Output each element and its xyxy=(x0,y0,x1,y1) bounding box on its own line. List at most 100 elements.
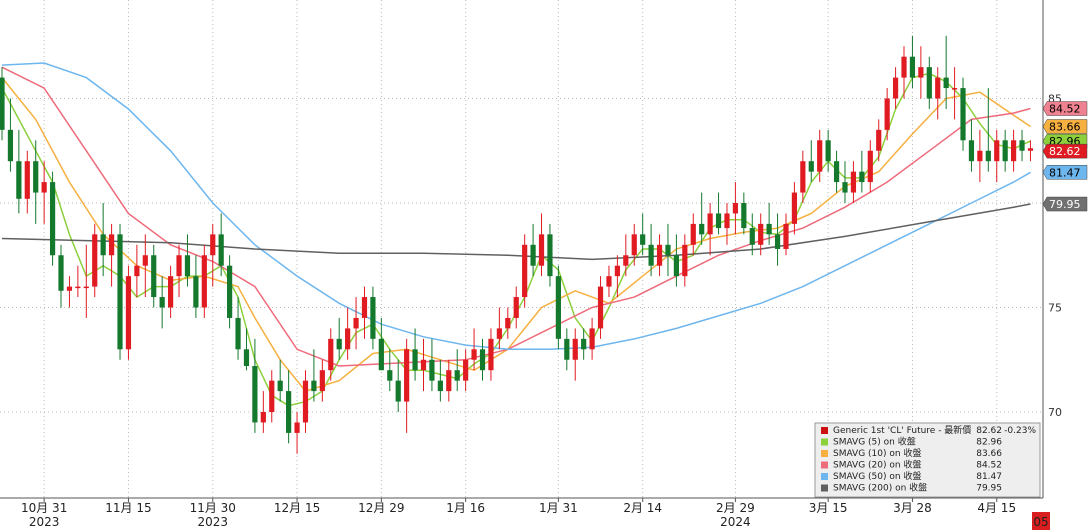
legend-swatch xyxy=(821,427,828,434)
candle-body xyxy=(741,203,747,229)
candle-body xyxy=(985,150,991,162)
legend-value: 83.66 xyxy=(976,449,1002,459)
candle-body xyxy=(479,349,486,371)
price-tag-label: 79.95 xyxy=(1049,198,1081,211)
candle-body xyxy=(108,234,115,256)
candle-body xyxy=(420,359,427,371)
candle-body xyxy=(49,182,56,256)
candle-body xyxy=(277,380,283,392)
candle-body xyxy=(463,359,469,381)
price-tag-label: 81.47 xyxy=(1049,166,1081,179)
candle-body xyxy=(83,286,89,289)
candle-body xyxy=(918,67,924,78)
candle-body xyxy=(951,88,958,90)
x-tick-label: 2月 29 xyxy=(716,501,755,515)
candle-body xyxy=(387,370,393,381)
candle-body xyxy=(117,234,123,350)
candle-body xyxy=(774,234,781,249)
legend-swatch xyxy=(821,438,828,446)
legend-value: 79.95 xyxy=(976,484,1002,494)
candle-body xyxy=(1027,148,1034,151)
candle-body xyxy=(791,192,798,224)
legend-label: Generic 1st 'CL' Future - 最新價 xyxy=(833,424,971,436)
candle-body xyxy=(673,255,679,277)
legend-label: SMAVG (10) on 收盤 xyxy=(833,447,921,459)
candle-body xyxy=(269,380,275,412)
candle-body xyxy=(555,276,561,339)
legend-box: Generic 1st 'CL' Future - 最新價 82.62 -0.23%… xyxy=(814,422,1041,498)
legend-frame xyxy=(814,422,1041,498)
ma-line xyxy=(1,72,1031,407)
x-tick-label: 4月 15 xyxy=(977,501,1016,515)
x-year-label: 2024 xyxy=(720,515,751,529)
candle-body xyxy=(235,317,241,350)
candle-body xyxy=(176,255,182,277)
candle-body xyxy=(724,213,730,229)
candle-body xyxy=(538,234,545,266)
candle-body xyxy=(243,349,250,367)
candle-body xyxy=(0,77,5,130)
candle-body xyxy=(909,56,916,78)
candle-body xyxy=(656,244,663,266)
candle-body xyxy=(7,129,14,162)
candle-body xyxy=(808,161,814,172)
candle-body xyxy=(184,255,191,277)
corner-label-bg xyxy=(1032,512,1050,530)
candle-body xyxy=(1002,140,1008,162)
x-tick-label: 12月 15 xyxy=(274,501,320,515)
x-year-label: 2023 xyxy=(29,515,60,529)
candle-body xyxy=(201,255,207,308)
candle-body xyxy=(505,317,511,329)
x-tick-label: 1月 16 xyxy=(446,501,485,515)
candle-body xyxy=(631,234,637,256)
candle-body xyxy=(496,328,502,339)
price-tag-bg xyxy=(1042,165,1088,180)
x-tick-label: 2月 14 xyxy=(623,501,662,515)
candle-body xyxy=(412,349,418,371)
candle-body xyxy=(876,129,882,151)
candle-body xyxy=(977,150,983,162)
candle-body xyxy=(260,412,266,423)
candle-body xyxy=(66,286,73,291)
candle-body xyxy=(294,422,300,433)
candle-body xyxy=(597,286,604,329)
candle-body xyxy=(142,255,148,266)
candle-body xyxy=(690,223,696,245)
legend-value: 84.52 xyxy=(976,461,1002,471)
corner-label: 05 xyxy=(1033,515,1048,529)
candle-body xyxy=(732,203,739,214)
candle-body xyxy=(437,380,443,392)
candle-body xyxy=(648,244,654,266)
legend-value: 81.47 xyxy=(976,472,1002,482)
candle-body xyxy=(319,370,325,392)
candles-layer xyxy=(0,35,1034,454)
candle-body xyxy=(361,297,368,318)
candle-body xyxy=(665,244,671,256)
x-tick-label: 3月 15 xyxy=(809,501,848,515)
candle-body xyxy=(353,317,359,329)
candle-body xyxy=(640,234,646,245)
price-tag-bg xyxy=(1042,196,1088,212)
ma-lines-layer xyxy=(1,62,1031,407)
candle-body xyxy=(75,286,81,289)
price-tag-label: 82.62 xyxy=(1049,145,1081,158)
candle-body xyxy=(589,328,595,350)
candle-body xyxy=(606,276,612,287)
candle-body xyxy=(783,223,789,249)
candle-body xyxy=(33,161,39,193)
candle-body xyxy=(766,223,772,235)
x-tick-label: 3月 28 xyxy=(893,501,932,515)
candle-body xyxy=(715,213,722,229)
candle-body xyxy=(935,77,941,99)
candle-body xyxy=(92,234,98,287)
candle-body xyxy=(210,234,216,256)
legend-swatch xyxy=(821,450,828,457)
ma-line xyxy=(1,62,1031,351)
candle-body xyxy=(488,338,494,371)
candle-body xyxy=(252,366,258,423)
candle-body xyxy=(336,338,342,350)
candle-body xyxy=(218,234,224,266)
